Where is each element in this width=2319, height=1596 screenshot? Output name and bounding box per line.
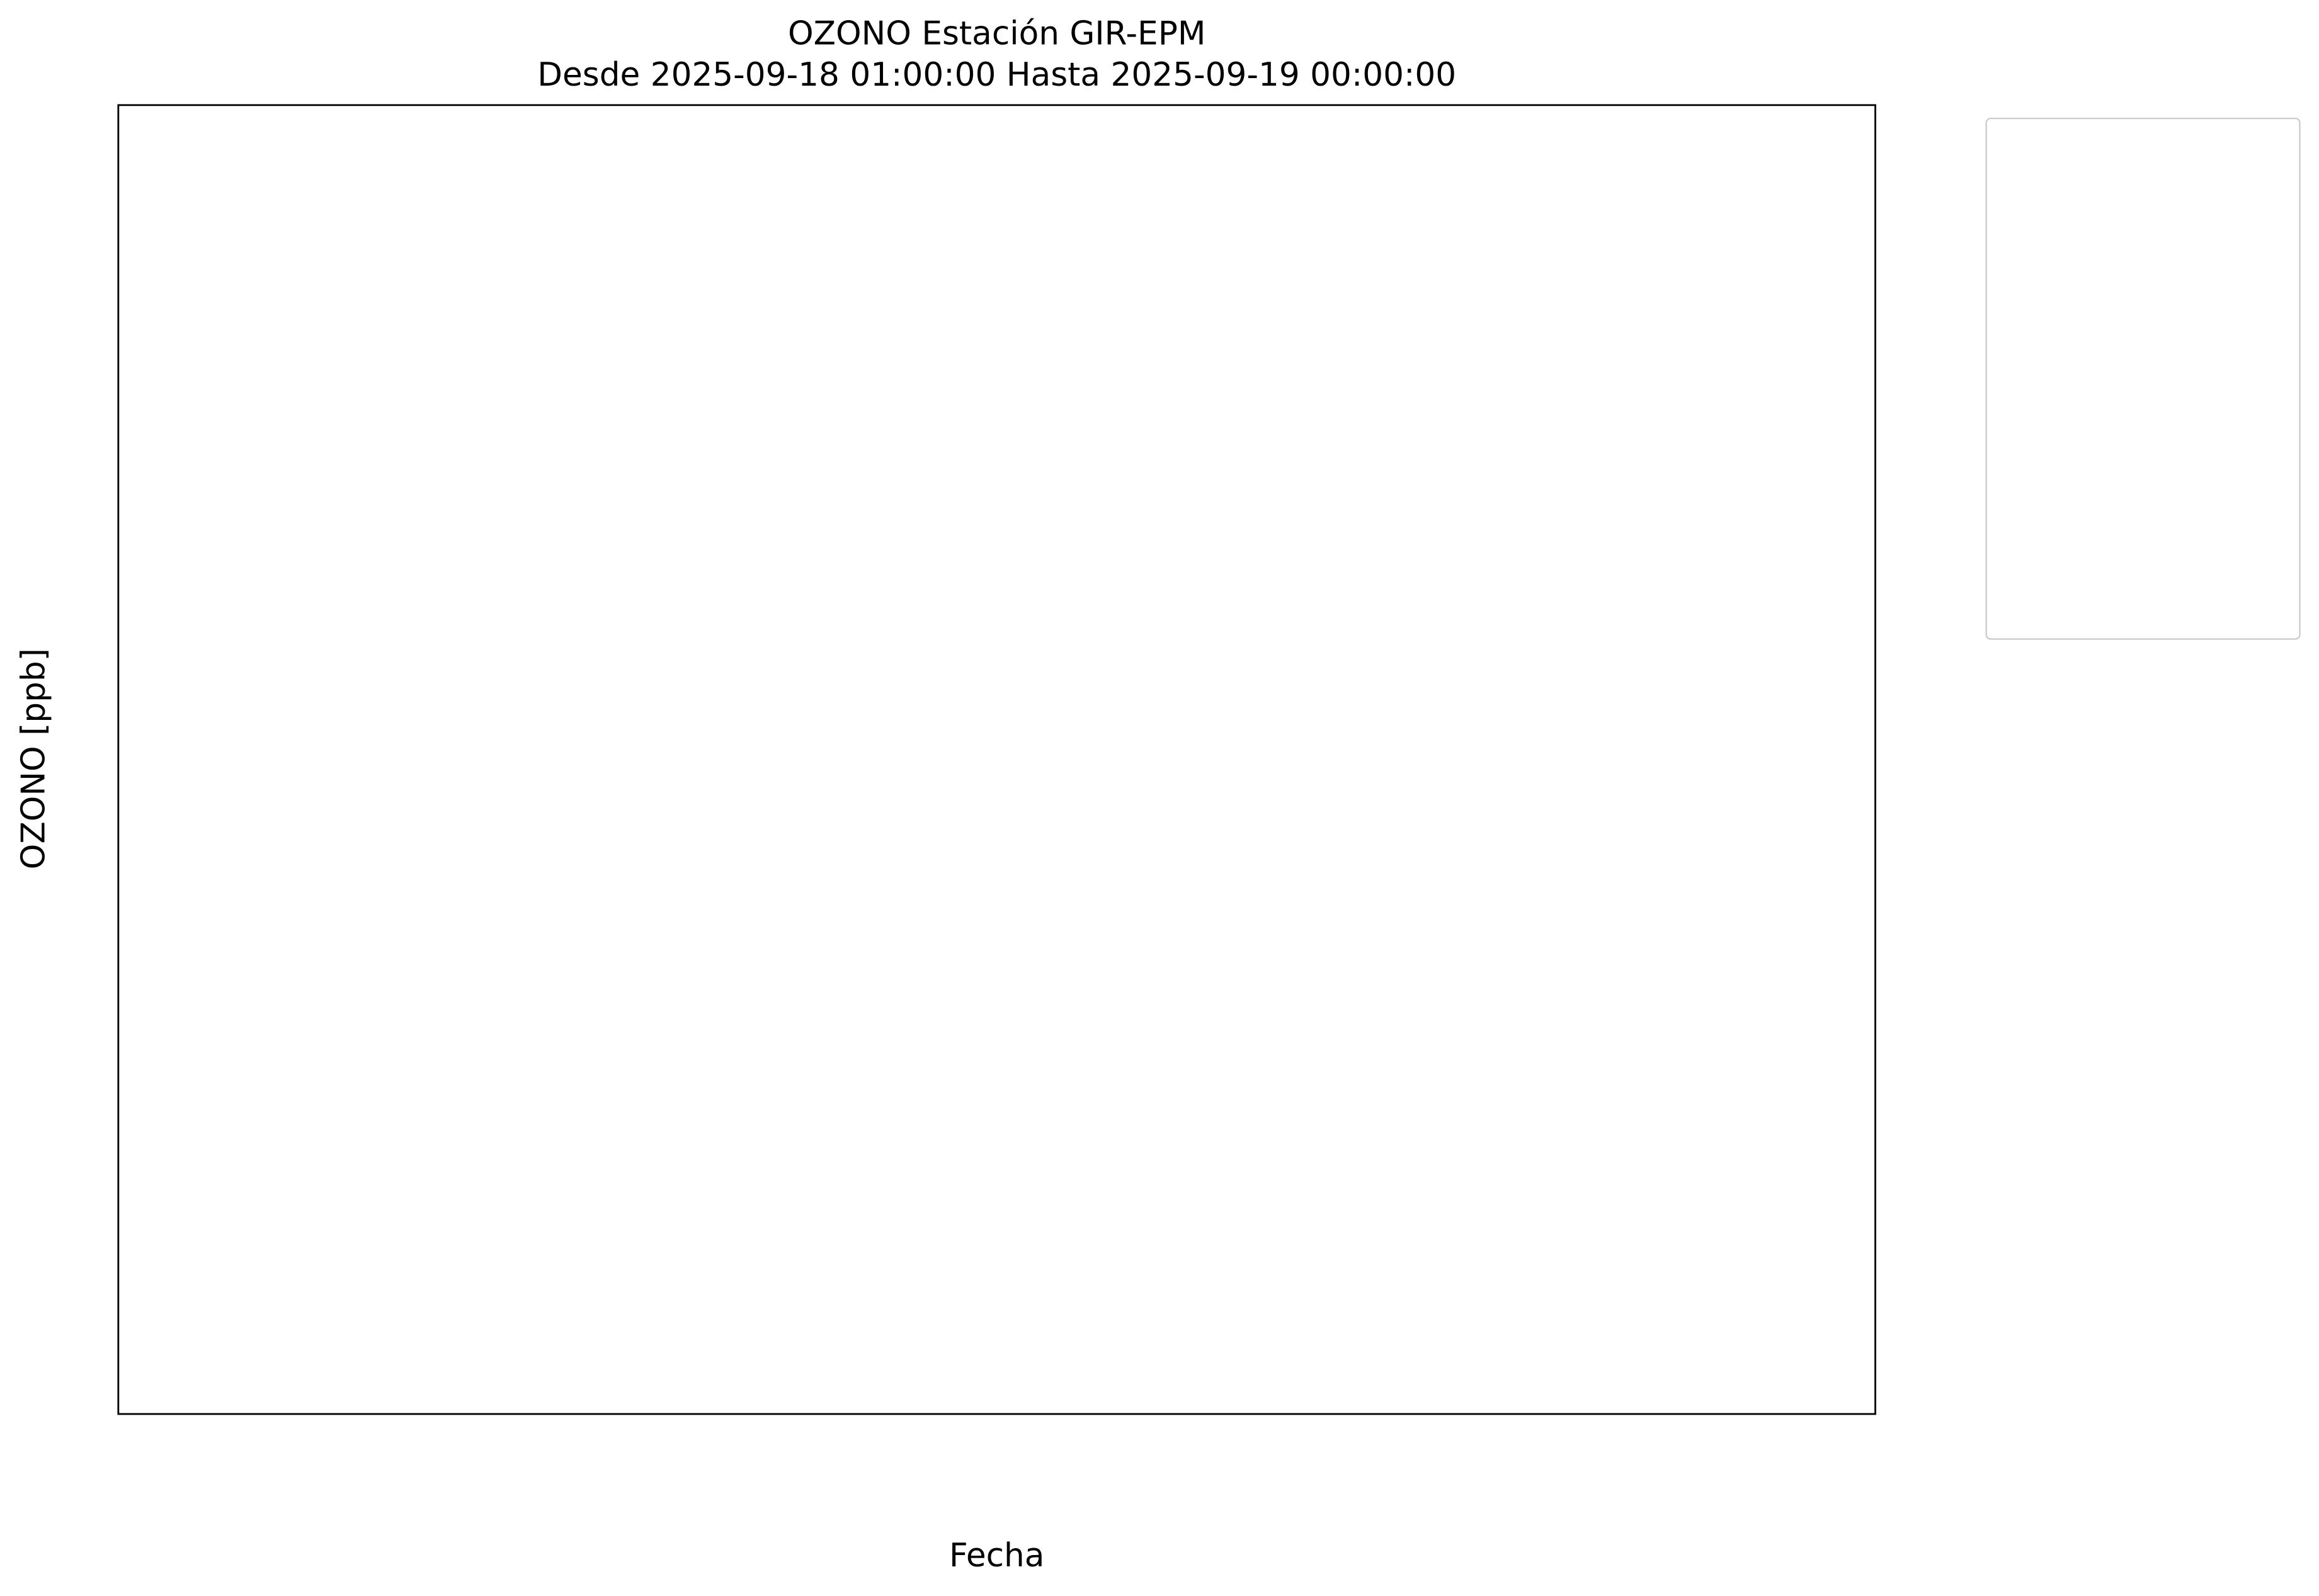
plot-frame [117, 104, 1876, 1415]
legend-frame [1985, 117, 2301, 640]
x-axis-label: Fecha [949, 1537, 1044, 1575]
legend [1985, 117, 2301, 640]
chart-subtitle: Desde 2025-09-18 01:00:00 Hasta 2025-09-… [537, 56, 1456, 94]
chart-title: OZONO Estación GIR-EPM [788, 14, 1205, 52]
y-axis-label: OZONO [ppb] [14, 648, 52, 869]
